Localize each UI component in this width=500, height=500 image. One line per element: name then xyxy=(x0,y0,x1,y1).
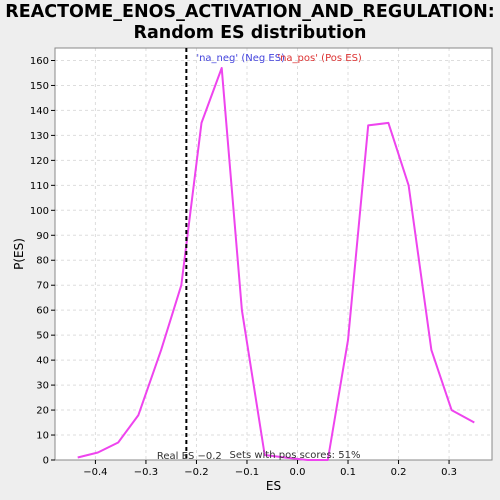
chart-title: REACTOME_ENOS_ACTIVATION_AND_REGULATION:… xyxy=(0,0,500,44)
y-tick-label: 80 xyxy=(36,256,49,267)
y-tick-label: 140 xyxy=(30,106,49,117)
x-tick-label: 0.2 xyxy=(391,467,407,478)
x-axis-label: ES xyxy=(266,479,281,493)
y-tick-label: 70 xyxy=(36,281,49,292)
y-tick-label: 160 xyxy=(30,56,49,67)
y-tick-label: 60 xyxy=(36,306,49,317)
chart-title-line1: REACTOME_ENOS_ACTIVATION_AND_REGULATION: xyxy=(5,2,495,22)
legend-pos-label: 'na_pos' (Pos ES) xyxy=(277,53,362,64)
y-tick-label: 10 xyxy=(36,431,49,442)
legend-neg-label: 'na_neg' (Neg ES) xyxy=(196,53,285,64)
y-tick-label: 150 xyxy=(30,81,49,92)
x-tick-label: 0.1 xyxy=(340,467,356,478)
x-tick-label: −0.2 xyxy=(184,467,208,478)
y-tick-label: 40 xyxy=(36,356,49,367)
plot-border xyxy=(54,47,493,461)
es-distribution-line xyxy=(77,67,475,461)
x-tick-label: −0.3 xyxy=(134,467,158,478)
x-tick-label: −0.1 xyxy=(235,467,259,478)
real-es-label: Real ES −0.2 xyxy=(157,451,222,462)
x-tick-label: 0.0 xyxy=(290,467,306,478)
pos-scores-label: Sets with pos scores: 51% xyxy=(230,450,361,461)
chart-title-line2: Random ES distribution xyxy=(133,23,367,43)
y-tick-label: 0 xyxy=(43,456,49,467)
y-tick-label: 120 xyxy=(30,156,49,167)
plot-area xyxy=(55,48,492,460)
x-tick-label: 0.3 xyxy=(441,467,457,478)
y-axis-label: P(ES) xyxy=(12,238,26,270)
y-tick-label: 110 xyxy=(30,181,49,192)
y-tick-label: 90 xyxy=(36,231,49,242)
y-tick-label: 30 xyxy=(36,381,49,392)
y-tick-label: 50 xyxy=(36,331,49,342)
x-tick-label: −0.4 xyxy=(83,467,107,478)
y-tick-label: 20 xyxy=(36,406,49,417)
y-tick-label: 130 xyxy=(30,131,49,142)
y-tick-label: 100 xyxy=(30,206,49,217)
